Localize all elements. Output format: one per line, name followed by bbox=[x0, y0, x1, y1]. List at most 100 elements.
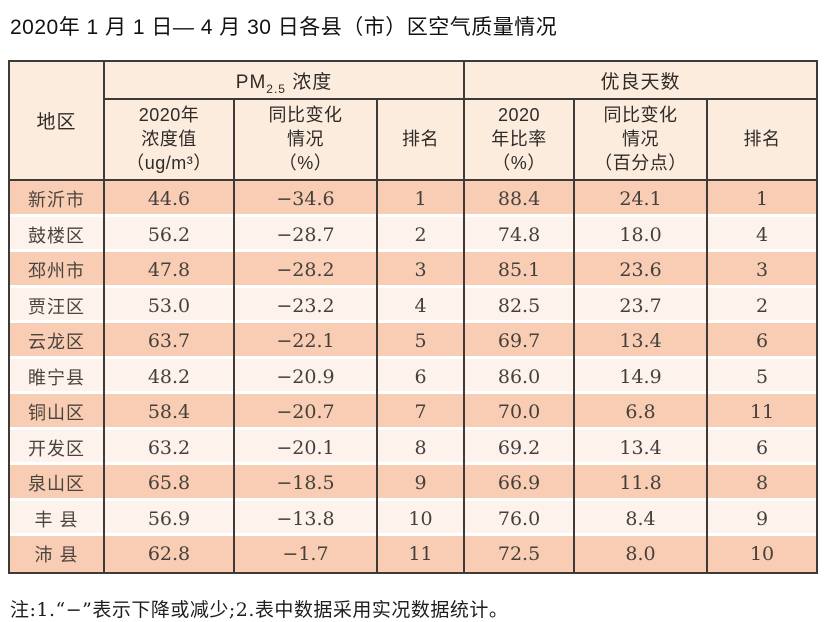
col-header-pm-value: 2020年 浓度值 （ug/m³） bbox=[103, 99, 234, 182]
cell-value: 11 bbox=[706, 394, 818, 430]
cell-value: −22.1 bbox=[233, 323, 377, 359]
cell-value: 9 bbox=[375, 465, 465, 501]
cell-value: 65.8 bbox=[103, 465, 234, 501]
page-title: 2020年 1 月 1 日— 4 月 30 日各县（市）区空气质量情况 bbox=[10, 16, 558, 39]
cell-value: 4 bbox=[375, 287, 465, 324]
cell-value: 6.8 bbox=[573, 394, 708, 430]
cell-value: 66.9 bbox=[463, 465, 575, 501]
pm25-label-subscript: 2.5 bbox=[266, 81, 286, 96]
cell-value: 1 bbox=[375, 180, 465, 217]
cell-value: 11.8 bbox=[573, 465, 708, 501]
cell-value: 1 bbox=[706, 180, 818, 217]
cell-value: 3 bbox=[375, 252, 465, 288]
cell-region: 沛 县 bbox=[8, 536, 104, 573]
cell-value: 47.8 bbox=[103, 252, 234, 288]
cell-value: 18.0 bbox=[573, 216, 708, 253]
cell-value: 6 bbox=[375, 358, 465, 395]
air-quality-table: 地区 PM2.5 浓度 优良天数 2020年 浓度值 （ug/m³） 同比变化 … bbox=[8, 60, 819, 574]
cell-value: 58.4 bbox=[103, 394, 234, 430]
cell-value: 70.0 bbox=[463, 394, 575, 430]
cell-value: 10 bbox=[706, 536, 818, 573]
table-row: 丰 县 56.9 −13.8 10 76.0 8.4 9 bbox=[8, 500, 818, 537]
cell-value: 6 bbox=[706, 429, 818, 466]
cell-value: 24.1 bbox=[573, 180, 708, 217]
cell-value: 23.7 bbox=[573, 287, 708, 324]
cell-value: 23.6 bbox=[573, 252, 708, 288]
cell-value: 48.2 bbox=[103, 358, 234, 395]
cell-region: 新沂市 bbox=[8, 180, 104, 217]
col-header-pm-change: 同比变化 情况 （%） bbox=[233, 99, 377, 182]
cell-value: 4 bbox=[706, 216, 818, 253]
cell-region: 邳州市 bbox=[8, 252, 104, 288]
cell-value: 8 bbox=[706, 465, 818, 501]
col-header-gd-rate: 2020 年比率 （%） bbox=[463, 99, 575, 182]
cell-value: −28.2 bbox=[233, 252, 377, 288]
cell-value: 56.2 bbox=[103, 216, 234, 253]
cell-region: 泉山区 bbox=[8, 465, 104, 501]
cell-value: 56.9 bbox=[103, 500, 234, 537]
cell-value: 10 bbox=[375, 500, 465, 537]
cell-value: 82.5 bbox=[463, 287, 575, 324]
cell-region: 贾汪区 bbox=[8, 287, 104, 324]
header-sub-row: 2020年 浓度值 （ug/m³） 同比变化 情况 （%） 排名 2020 年比… bbox=[9, 99, 818, 182]
cell-value: 13.4 bbox=[573, 429, 708, 466]
footnote: 注:1.“−”表示下降或减少;2.表中数据采用实况数据统计。 bbox=[10, 598, 509, 621]
cell-value: 14.9 bbox=[573, 358, 708, 395]
cell-value: −23.2 bbox=[233, 287, 377, 324]
cell-value: −18.5 bbox=[233, 465, 377, 501]
cell-value: 5 bbox=[375, 323, 465, 359]
cell-value: 69.2 bbox=[463, 429, 575, 466]
cell-value: 86.0 bbox=[463, 358, 575, 395]
table-header: 地区 PM2.5 浓度 优良天数 2020年 浓度值 （ug/m³） 同比变化 … bbox=[8, 61, 818, 182]
cell-region: 云龙区 bbox=[8, 323, 104, 359]
table-row: 邳州市 47.8 −28.2 3 85.1 23.6 3 bbox=[8, 252, 818, 288]
cell-value: 3 bbox=[706, 252, 818, 288]
col-header-pm-rank: 排名 bbox=[375, 99, 465, 182]
cell-region: 睢宁县 bbox=[8, 358, 104, 395]
cell-value: −34.6 bbox=[233, 180, 377, 217]
table-row: 沛 县 62.8 −1.7 11 72.5 8.0 10 bbox=[8, 536, 818, 573]
cell-value: −28.7 bbox=[233, 216, 377, 253]
cell-value: 69.7 bbox=[463, 323, 575, 359]
cell-value: 13.4 bbox=[573, 323, 708, 359]
pm25-label-suffix: 浓度 bbox=[285, 71, 333, 93]
table-body: 新沂市 44.6 −34.6 1 88.4 24.1 1 鼓楼区 56.2 −28.7 2 74.8 1… bbox=[8, 180, 818, 573]
col-header-gd-rank: 排名 bbox=[706, 99, 818, 182]
cell-value: 7 bbox=[375, 394, 465, 430]
cell-value: −20.1 bbox=[233, 429, 377, 466]
table-row: 鼓楼区 56.2 −28.7 2 74.8 18.0 4 bbox=[8, 216, 818, 253]
col-group-pm25: PM2.5 浓度 bbox=[102, 61, 465, 101]
cell-value: 74.8 bbox=[463, 216, 575, 253]
table-row: 贾汪区 53.0 −23.2 4 82.5 23.7 2 bbox=[8, 287, 818, 324]
header-group-row: 地区 PM2.5 浓度 优良天数 bbox=[8, 61, 818, 182]
table-row: 新沂市 44.6 −34.6 1 88.4 24.1 1 bbox=[8, 180, 818, 217]
table-row: 铜山区 58.4 −20.7 7 70.0 6.8 11 bbox=[8, 394, 818, 430]
col-header-gd-change: 同比变化 情况 （百分点） bbox=[573, 99, 708, 182]
cell-value: 62.8 bbox=[103, 536, 234, 573]
table-row: 云龙区 63.7 −22.1 5 69.7 13.4 6 bbox=[8, 323, 818, 359]
cell-region: 铜山区 bbox=[8, 394, 104, 430]
cell-value: 11 bbox=[375, 536, 465, 573]
col-group-good-days: 优良天数 bbox=[463, 61, 818, 101]
cell-value: 63.2 bbox=[103, 429, 234, 466]
cell-value: 63.7 bbox=[103, 323, 234, 359]
cell-region: 开发区 bbox=[8, 429, 104, 466]
table-row: 睢宁县 48.2 −20.9 6 86.0 14.9 5 bbox=[8, 358, 818, 395]
cell-value: 44.6 bbox=[103, 180, 234, 217]
pm25-label-prefix: PM bbox=[235, 71, 267, 93]
cell-value: 2 bbox=[706, 287, 818, 324]
table-row: 泉山区 65.8 −18.5 9 66.9 11.8 8 bbox=[8, 465, 818, 501]
cell-value: 5 bbox=[706, 358, 818, 395]
cell-value: −1.7 bbox=[233, 536, 377, 573]
cell-value: 72.5 bbox=[463, 536, 575, 573]
cell-value: 88.4 bbox=[463, 180, 575, 217]
cell-region: 鼓楼区 bbox=[8, 216, 104, 253]
cell-value: 8 bbox=[375, 429, 465, 466]
cell-value: −13.8 bbox=[233, 500, 377, 537]
cell-value: 8.0 bbox=[573, 536, 708, 573]
cell-value: 76.0 bbox=[463, 500, 575, 537]
cell-value: −20.7 bbox=[233, 394, 377, 430]
cell-value: 8.4 bbox=[573, 500, 708, 537]
cell-region: 丰 县 bbox=[8, 500, 104, 537]
